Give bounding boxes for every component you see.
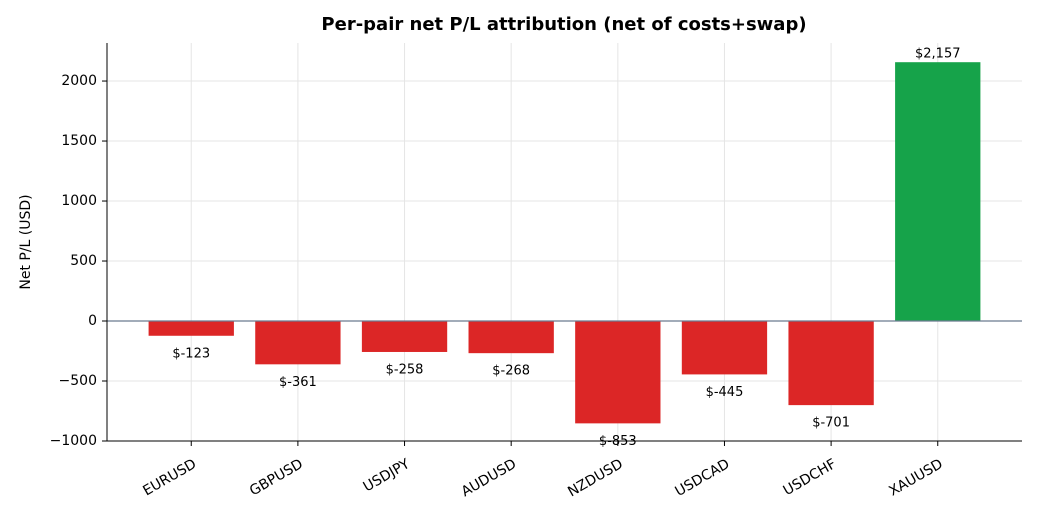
value-label: $-258 bbox=[386, 362, 424, 377]
y-tick-label: −1000 bbox=[50, 433, 97, 449]
value-label: $-445 bbox=[706, 385, 744, 400]
bar bbox=[468, 321, 554, 354]
x-tick-label: USDCAD bbox=[672, 456, 732, 500]
bar bbox=[575, 321, 661, 424]
value-label: $-123 bbox=[172, 346, 210, 361]
bar bbox=[255, 321, 341, 365]
value-label: $-361 bbox=[279, 375, 317, 390]
bar bbox=[681, 321, 768, 375]
bar bbox=[148, 321, 234, 336]
y-tick-label: 500 bbox=[70, 253, 97, 269]
bar bbox=[788, 321, 874, 406]
x-tick-label: GBPUSD bbox=[247, 456, 306, 499]
x-tick-label: NZDUSD bbox=[565, 456, 626, 500]
value-label: $2,157 bbox=[915, 47, 961, 62]
y-tick-label: 1000 bbox=[61, 193, 97, 209]
x-tick-label: XAUUSD bbox=[886, 456, 945, 500]
x-tick-label: USDJPY bbox=[361, 456, 413, 495]
y-tick-label: 0 bbox=[88, 313, 97, 329]
y-tick-label: 2000 bbox=[61, 73, 97, 89]
bar bbox=[895, 62, 981, 322]
x-tick-label: USDCHF bbox=[781, 456, 839, 499]
y-axis-label: Net P/L (USD) bbox=[18, 194, 34, 289]
y-tick-label: 1500 bbox=[61, 133, 97, 149]
x-tick-label: EURUSD bbox=[140, 456, 199, 499]
chart-title: Per-pair net P/L attribution (net of cos… bbox=[321, 14, 806, 35]
x-tick-label: AUDUSD bbox=[459, 456, 519, 500]
value-label: $-701 bbox=[812, 416, 850, 431]
y-tick-label: −500 bbox=[59, 373, 97, 389]
bar bbox=[361, 321, 448, 352]
value-label: $-268 bbox=[492, 364, 530, 379]
